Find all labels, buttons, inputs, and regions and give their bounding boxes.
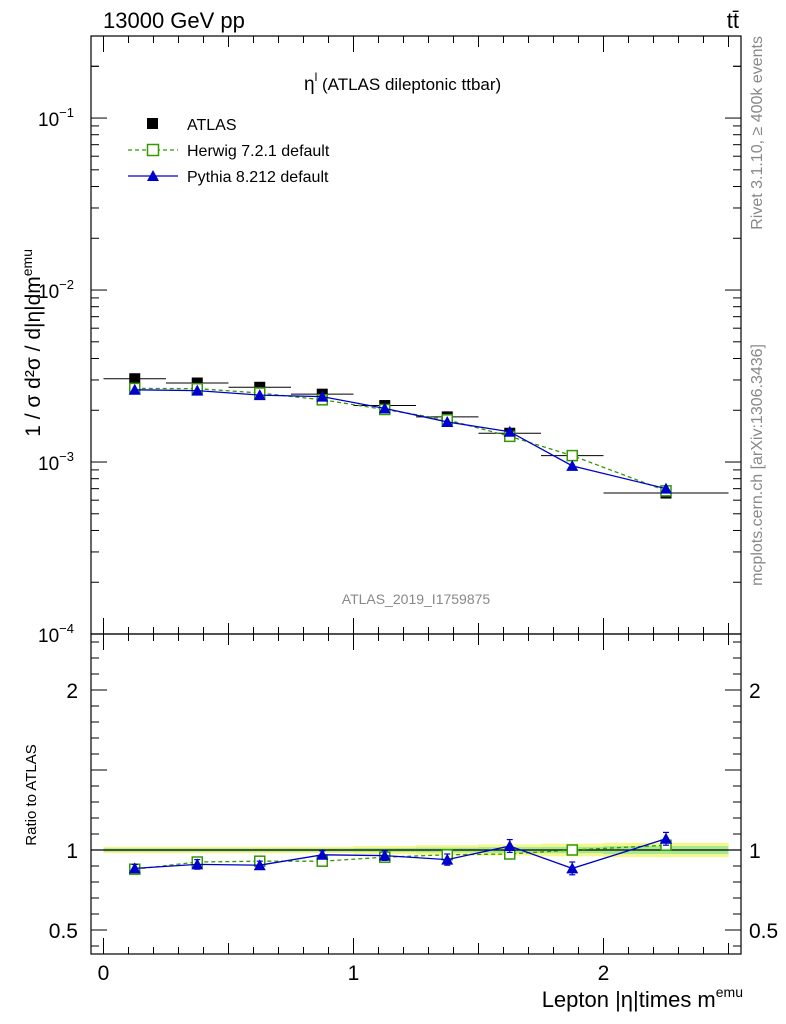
ratio-panel: 0.5 0.5 1 1 2 2 0 1 2 Ratio to ATLAS Lepton |η|t…: [23, 633, 778, 1012]
main-ylabel: 1 / σ d²σ / d|η|dmemu: [19, 249, 45, 437]
legend-entry-atlas: ATLAS: [147, 117, 237, 134]
ratio-pythia-point: [660, 832, 672, 844]
legend-label-pythia: Pythia 8.212 default: [187, 169, 329, 186]
main-series-layer: [103, 373, 729, 499]
pythia-point: [316, 390, 329, 402]
pythia-point: [128, 383, 141, 395]
ratio-pythia-point: [566, 862, 579, 874]
rivet-label: Rivet 3.1.10, ≥ 400k events: [749, 36, 766, 230]
main-line-1: [134, 387, 667, 492]
ratio-ytick-label-right: 2: [749, 680, 761, 703]
legend: ATLAS Herwig 7.2.1 default Pythia 8.212 …: [128, 117, 330, 186]
ratio-pythia-point: [378, 849, 391, 861]
atlas-point: [129, 373, 141, 385]
pythia-point: [660, 482, 672, 494]
main-line-2: [134, 389, 667, 490]
legend-marker-herwig: [146, 143, 160, 157]
xtick-label: 1: [348, 962, 360, 985]
main-ytick-label: 10−1: [38, 105, 74, 131]
pythia-point: [503, 425, 516, 437]
main-ytick-label: 10−2: [38, 277, 74, 303]
ratio-axis-ticks: 0.5 0.5 1 1 2 2 0 1 2: [49, 634, 778, 985]
xtick-label: 2: [598, 962, 610, 985]
ratio-pythia-point: [253, 859, 266, 871]
ratio-herwig-point: [566, 844, 578, 856]
herwig-point: [566, 449, 578, 462]
ratio-pythia-point: [441, 853, 454, 865]
legend-marker-atlas: [147, 118, 158, 129]
main-ytick-label: 10−3: [38, 449, 74, 475]
ratio-pythia-point: [128, 862, 141, 874]
pythia-point: [253, 389, 266, 401]
xtick-label: 0: [98, 962, 110, 985]
legend-entry-pythia: Pythia 8.212 default: [128, 169, 329, 186]
ratio-ytick-label-left: 2: [66, 680, 78, 703]
ratio-pythia-point: [503, 840, 516, 851]
pythia-point: [378, 402, 391, 414]
legend-label-atlas: ATLAS: [187, 117, 237, 134]
ratio-pythia-point: [316, 848, 329, 860]
ratio-ytick-label-left: 1: [66, 840, 78, 863]
legend-label-herwig: Herwig 7.2.1 default: [187, 143, 330, 160]
pythia-point: [191, 384, 204, 396]
main-panel: 10−1 10−2 10−3 10−4 ηl (ATLAS dileptonic tt…: [19, 35, 742, 647]
legend-entry-herwig: Herwig 7.2.1 default: [128, 143, 330, 160]
legend-marker-pythia: [147, 170, 159, 181]
pythia-point: [441, 415, 454, 427]
analysis-watermark: ATLAS_2019_I1759875: [342, 591, 491, 607]
pythia-point: [566, 459, 579, 471]
energy-label: 13000 GeV pp: [103, 8, 245, 33]
xlabel: Lepton |η|times memu: [542, 984, 743, 1012]
ratio-ytick-label-left: 0.5: [49, 920, 78, 943]
ratio-frame: [90, 633, 742, 955]
ratio-ytick-label-right: 1: [749, 840, 761, 863]
main-axis-ticks: 10−1 10−2 10−3 10−4: [38, 35, 741, 647]
main-ytick-label: 10−4: [38, 621, 74, 647]
ratio-ylabel: Ratio to ATLAS: [23, 744, 40, 845]
main-title: ηl (ATLAS dileptonic ttbar): [304, 70, 501, 95]
ratio-series-layer: [128, 831, 672, 876]
ratio-ytick-label-right: 0.5: [749, 920, 778, 943]
mcplots-label: mcplots.cern.ch [arXiv:1306.3436]: [749, 344, 766, 586]
ratio-pythia-point: [191, 858, 204, 870]
process-label: tt̄: [727, 8, 739, 33]
